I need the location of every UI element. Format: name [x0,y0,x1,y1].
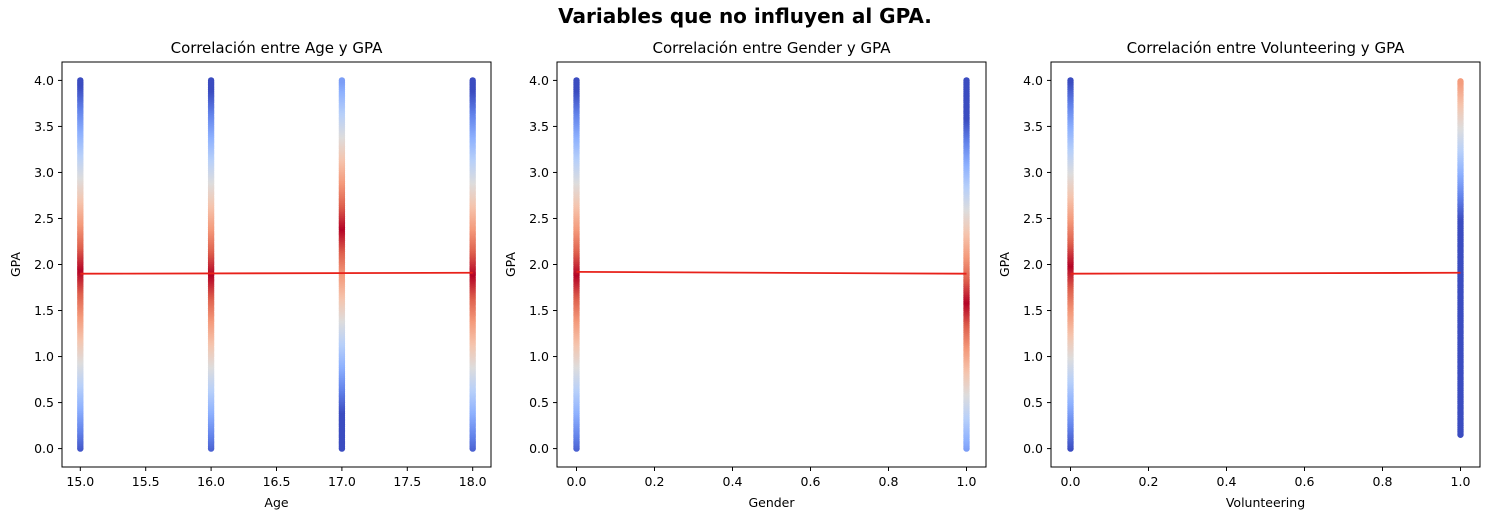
regression-line [1070,271,1461,275]
x-tick-label: 1.0 [957,474,977,489]
y-tick-label: 2.0 [529,257,549,272]
y-tick-label: 4.0 [529,73,549,88]
y-tick-label: 2.5 [529,211,549,226]
y-tick-label: 0.5 [529,395,549,410]
x-tick-label: 0.8 [879,474,899,489]
y-axis-title: GPA [8,252,23,277]
scatter-point [207,77,215,84]
x-tick-label: 18.0 [459,474,487,489]
panel-title: Correlación entre Age y GPA [171,39,383,57]
y-tick-label: 1.0 [1023,349,1043,364]
x-tick-label: 0.2 [1139,474,1159,489]
y-tick-label: 3.5 [529,119,549,134]
x-axis-title: Gender [748,495,795,510]
x-tick-label: 15.0 [66,474,94,489]
y-tick-label: 1.0 [529,349,549,364]
y-tick-label: 3.0 [529,165,549,180]
y-tick-label: 3.0 [1023,165,1043,180]
y-tick-label: 1.5 [529,303,549,318]
figure-suptitle: Variables que no influyen al GPA. [558,4,932,28]
scatter-points [77,77,476,452]
panel-1: 15.0 15.5 16.0 16.5 17.0 17.5 18.0 0.0 0.5 1.0 1.5… [8,39,492,510]
scatter-points [1067,77,1464,452]
y-tick-label: 1.5 [34,303,54,318]
y-tick-label: 4.0 [1023,73,1043,88]
panel-title: Correlación entre Gender y GPA [653,39,892,57]
x-tick-label: 15.5 [132,474,160,489]
regression-line [80,271,473,275]
y-tick-label: 3.0 [34,165,54,180]
scatter-point [963,77,970,84]
axes-frame [61,61,492,468]
x-tick-label: 0.0 [1061,474,1081,489]
x-tick-label: 0.8 [1373,474,1393,489]
x-axis-title: Age [264,495,288,510]
axes-frame [1050,61,1481,468]
scatter-point [338,77,346,84]
y-tick-label: 3.5 [1023,119,1043,134]
x-tick-label: 17.5 [393,474,421,489]
scatter-points [573,77,970,452]
x-tick-label: 0.6 [1295,474,1315,489]
x-tick-label: 1.0 [1451,474,1471,489]
y-axis-title: GPA [997,252,1012,277]
y-tick-label: 0.0 [529,441,549,456]
scatter-point [1457,78,1464,85]
x-axis-title: Volunteering [1226,495,1305,510]
y-tick-label: 4.0 [34,73,54,88]
regression-line [576,270,967,275]
y-tick-label: 0.5 [1023,395,1043,410]
y-tick-label: 2.5 [34,211,54,226]
panel-2: 0.0 0.2 0.4 0.6 0.8 1.0 0.0 0.5 1.0 1.5 2.0 2.5 3.0 3… [503,39,987,510]
y-tick-label: 3.5 [34,119,54,134]
y-tick-label: 2.0 [1023,257,1043,272]
y-tick-label: 2.5 [1023,211,1043,226]
x-tick-label: 17.0 [328,474,356,489]
y-axis-title: GPA [503,252,518,277]
y-tick-label: 1.0 [34,349,54,364]
x-tick-label: 0.2 [645,474,665,489]
panel-3: 0.0 0.2 0.4 0.6 0.8 1.0 0.0 0.5 1.0 1.5 2.0 2.5 3.0 3… [997,39,1481,510]
x-tick-label: 16.5 [263,474,291,489]
y-tick-label: 0.5 [34,395,54,410]
axes-frame [556,61,987,468]
y-tick-label: 0.0 [34,441,54,456]
x-tick-label: 0.4 [1217,474,1237,489]
y-tick-label: 2.0 [34,257,54,272]
x-tick-label: 16.0 [197,474,225,489]
y-tick-label: 0.0 [1023,441,1043,456]
scatter-point [573,77,580,84]
scatter-point [77,77,84,84]
panel-title: Correlación entre Volunteering y GPA [1127,39,1406,57]
x-tick-label: 0.0 [567,474,587,489]
scatter-point [469,77,476,84]
scatter-point [1067,77,1074,84]
y-tick-label: 1.5 [1023,303,1043,318]
x-tick-label: 0.4 [723,474,743,489]
x-tick-label: 0.6 [801,474,821,489]
